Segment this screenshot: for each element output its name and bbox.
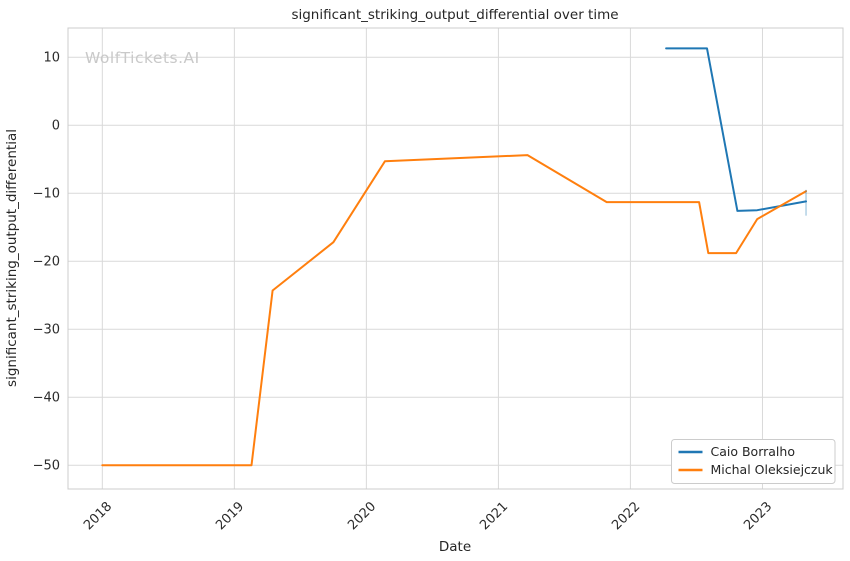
x-tick-label: 2018 bbox=[81, 499, 115, 533]
watermark: WolfTickets.AI bbox=[85, 49, 200, 67]
x-tick-label: 2022 bbox=[609, 499, 643, 533]
y-tick-label: −40 bbox=[33, 391, 60, 406]
chart-title: significant_striking_output_differential… bbox=[291, 7, 618, 23]
legend-label: Caio Borralho bbox=[711, 444, 795, 459]
y-axis-label: significant_striking_output_differential bbox=[4, 129, 20, 387]
x-tick-label: 2021 bbox=[477, 499, 511, 533]
y-tick-label: −50 bbox=[33, 459, 60, 474]
series-line-michal-oleksiejczuk bbox=[101, 154, 807, 467]
legend-box bbox=[671, 439, 836, 484]
x-axis-label: Date bbox=[439, 539, 471, 555]
series-line-caio-borralho bbox=[665, 47, 807, 212]
plot-border bbox=[67, 27, 844, 490]
y-tick-label: 10 bbox=[43, 51, 60, 66]
legend: Caio Borralho Michal Oleksiejczuk bbox=[671, 439, 836, 484]
grid-layer bbox=[68, 28, 843, 489]
x-tick-label: 2020 bbox=[345, 499, 379, 533]
y-tick-label: −20 bbox=[33, 255, 60, 270]
legend-label: Michal Oleksiejczuk bbox=[711, 462, 834, 477]
y-tick-label: 0 bbox=[52, 119, 60, 134]
ticks-layer: 10 0 −10 −20 −30 −40 −50 2018 2019 2020 2021 2022 20… bbox=[33, 51, 776, 533]
y-tick-label: −10 bbox=[33, 187, 60, 202]
x-tick-label: 2023 bbox=[741, 499, 775, 533]
series-layer bbox=[101, 47, 807, 467]
y-tick-label: −30 bbox=[33, 323, 60, 338]
x-tick-label: 2019 bbox=[213, 499, 247, 533]
